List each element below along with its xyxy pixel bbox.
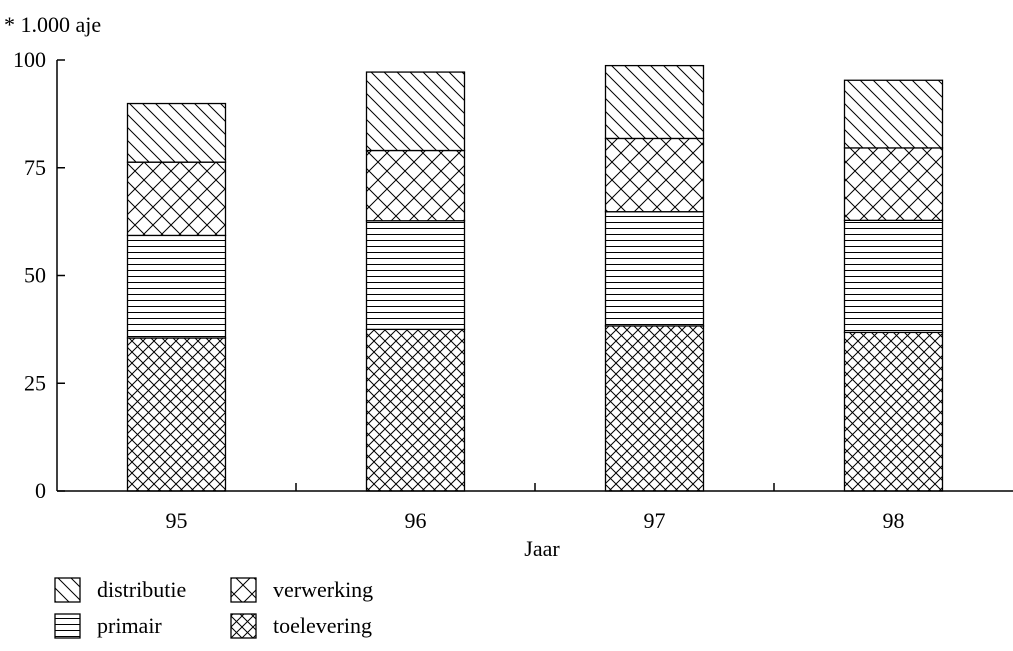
x-axis-ticks: 95 96 97 98 xyxy=(166,483,905,533)
bar-segment-toelevering-95 xyxy=(126,337,227,492)
bar-segment-primair-95 xyxy=(126,234,227,339)
bar-segment-toelevering-96 xyxy=(365,328,466,492)
bar-segment-verwerking-96 xyxy=(365,149,466,222)
bar-segment-toelevering-98 xyxy=(843,331,944,492)
legend-label-verwerking: verwerking xyxy=(273,577,373,602)
y-tick-label: 75 xyxy=(24,155,46,180)
y-tick-label: 25 xyxy=(24,370,46,395)
y-tick-label: 50 xyxy=(24,263,46,288)
x-axis-label: Jaar xyxy=(524,536,560,561)
y-tick-label: 100 xyxy=(13,47,46,72)
bar-segment-toelevering-97 xyxy=(604,325,705,492)
x-tick-label: 95 xyxy=(166,508,188,533)
bar-segment-distributie-95 xyxy=(126,102,227,163)
bar-segment-distributie-96 xyxy=(365,71,466,152)
legend: distributie primair verwerking toelevering xyxy=(54,577,373,639)
legend-label-distributie: distributie xyxy=(97,577,186,602)
legend-label-primair: primair xyxy=(97,613,162,638)
y-axis-ticks: 0 25 50 75 100 xyxy=(13,47,65,503)
x-tick-label: 97 xyxy=(644,508,666,533)
bar-segment-primair-97 xyxy=(604,211,705,327)
legend-swatch-verwerking xyxy=(230,577,257,603)
x-tick-label: 98 xyxy=(883,508,905,533)
bar-segment-distributie-98 xyxy=(843,79,944,149)
legend-swatch-toelevering xyxy=(230,613,257,639)
legend-swatch-primair xyxy=(54,613,81,639)
bar-segment-primair-98 xyxy=(843,219,944,334)
bar-segment-verwerking-98 xyxy=(843,147,944,221)
bar-segment-primair-96 xyxy=(365,220,466,331)
x-tick-label: 96 xyxy=(405,508,427,533)
bar-segment-verwerking-95 xyxy=(126,161,227,237)
plot-area xyxy=(126,64,944,492)
y-tick-label: 0 xyxy=(35,478,46,503)
y-axis-label: * 1.000 aje xyxy=(4,12,101,37)
legend-swatch-distributie xyxy=(54,577,81,603)
bar-segment-distributie-97 xyxy=(604,64,705,140)
bar-segment-verwerking-97 xyxy=(604,137,705,213)
legend-label-toelevering: toelevering xyxy=(273,613,372,638)
